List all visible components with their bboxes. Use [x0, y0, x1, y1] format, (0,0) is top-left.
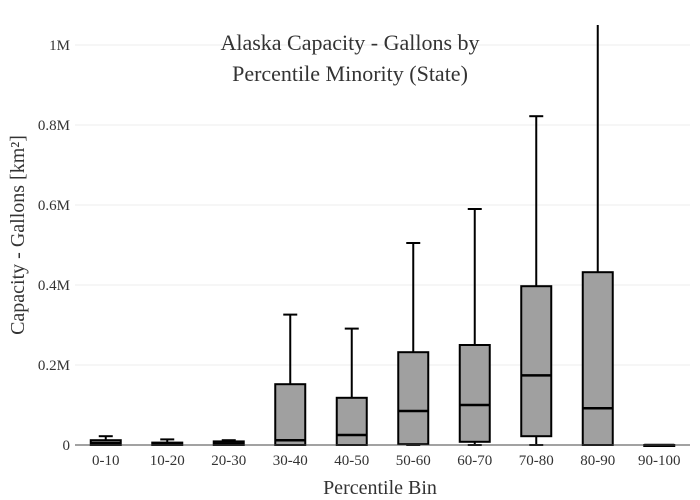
- x-tick-label: 50-60: [396, 453, 431, 469]
- chart-title-line-2: Percentile Minority (State): [232, 61, 468, 86]
- y-tick-label: 0.2M: [38, 358, 70, 374]
- box-series: [89, 25, 676, 447]
- y-tick-label: 0.6M: [38, 198, 70, 214]
- y-axis-ticks: 0 0.2M 0.4M 0.6M 0.8M 1M: [38, 38, 70, 454]
- box-80-90: [581, 25, 614, 447]
- box-50-60: [397, 242, 430, 446]
- x-tick-label: 30-40: [273, 453, 308, 469]
- box-iqr: [458, 344, 491, 443]
- y-tick-label: 0.4M: [38, 278, 70, 294]
- box-60-70: [458, 208, 491, 446]
- x-axis-title: Percentile Bin: [323, 477, 437, 499]
- x-tick-label: 70-80: [519, 453, 554, 469]
- x-tick-label: 10-20: [150, 453, 185, 469]
- chart-title-line-1: Alaska Capacity - Gallons by: [220, 30, 479, 55]
- x-tick-label: 60-70: [457, 453, 492, 469]
- box-70-80: [520, 115, 553, 446]
- box-iqr: [581, 271, 614, 447]
- box-40-50: [335, 327, 368, 446]
- x-tick-label: 0-10: [92, 453, 120, 469]
- box-0-10: [89, 435, 122, 447]
- box-iqr: [335, 396, 368, 446]
- x-tick-label: 20-30: [211, 453, 246, 469]
- box-iqr: [397, 351, 430, 446]
- x-tick-label: 90-100: [638, 453, 681, 469]
- box-iqr: [274, 383, 307, 447]
- y-tick-label: 0: [63, 438, 71, 454]
- x-tick-label: 40-50: [334, 453, 369, 469]
- y-tick-label: 1M: [49, 38, 70, 54]
- x-axis-ticks: 0-10 10-20 20-30 30-40 40-50 50-60 60-70 70-80 8…: [92, 453, 681, 469]
- box-iqr: [520, 285, 553, 438]
- y-tick-label: 0.8M: [38, 118, 70, 134]
- box-10-20: [151, 438, 184, 447]
- y-axis-title: Capacity - Gallons [km²]: [7, 135, 29, 335]
- box-30-40: [274, 313, 307, 447]
- box-20-30: [212, 439, 245, 446]
- x-tick-label: 80-90: [580, 453, 615, 469]
